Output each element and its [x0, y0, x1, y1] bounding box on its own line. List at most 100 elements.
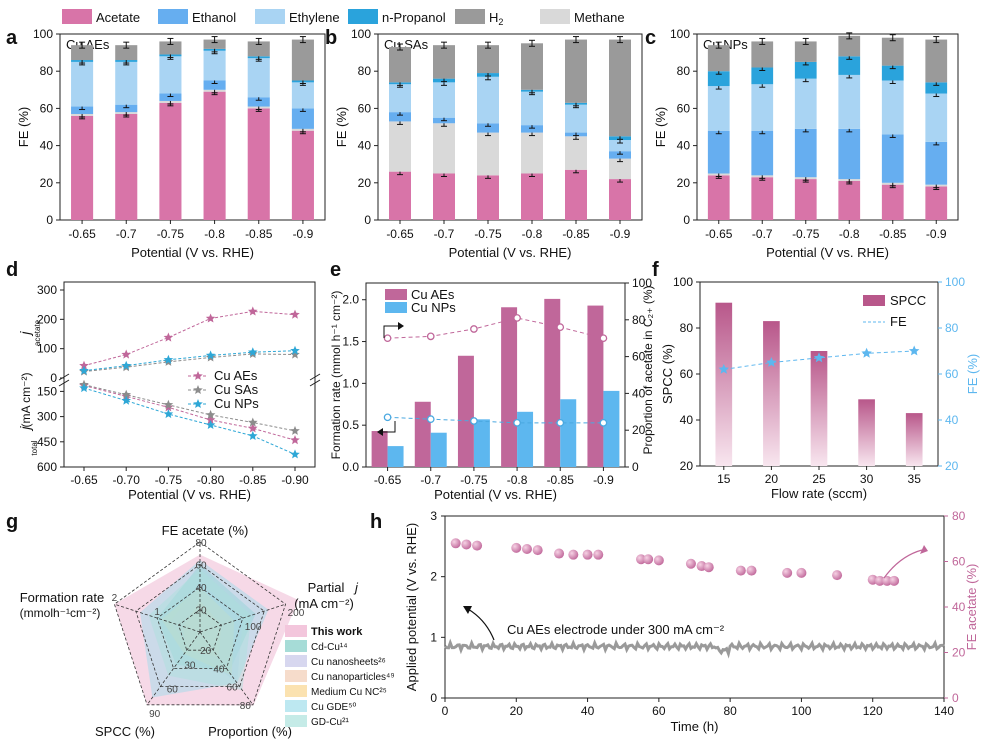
y-tick-label: 0 — [683, 213, 690, 227]
bar-ethylene — [565, 104, 587, 133]
proportion-point — [599, 418, 608, 427]
bar-ethylene — [751, 84, 774, 131]
bar-acetate — [521, 173, 543, 220]
data-point-upper — [163, 354, 174, 364]
x-axis-label: Potential (V vs. RHE) — [449, 245, 572, 260]
y-tick-label: 600 — [37, 460, 57, 474]
fe-point — [746, 565, 757, 576]
legend-label: Cu GDE⁵⁰ — [311, 702, 356, 713]
fe-point — [521, 543, 532, 554]
radar-tick: 40 — [213, 664, 225, 675]
bar-h2 — [609, 39, 631, 137]
bar-n-propanol — [838, 56, 861, 75]
x-tick-label: -0.9 — [593, 473, 614, 487]
legend-marker — [193, 385, 203, 394]
radar-tick: 90 — [149, 709, 161, 720]
panel-label: d — [6, 259, 18, 281]
radar-tick: 100 — [245, 622, 262, 633]
data-point-lower — [205, 415, 216, 424]
arrow-right — [383, 325, 402, 338]
data-point-upper — [290, 345, 300, 355]
data-point-upper — [205, 313, 216, 323]
legend-swatch — [385, 289, 407, 300]
bar-acetate — [203, 91, 226, 220]
bar-h2 — [247, 41, 270, 57]
bar-ethylene — [521, 91, 543, 126]
x-tick-label: -0.7 — [434, 227, 455, 241]
bar-h2 — [881, 37, 904, 66]
bar-acetate — [389, 171, 411, 220]
y-tick-label: 150 — [37, 384, 57, 398]
y2-axis-label: FE (%) — [965, 354, 980, 394]
bar-ethylene — [291, 82, 314, 109]
x-tick-label: -0.7 — [116, 227, 137, 241]
y-axis-label-upper: j — [17, 331, 33, 337]
bar-acetate — [565, 169, 587, 220]
bar-h2 — [477, 45, 499, 74]
bar-ethanol — [707, 130, 730, 174]
y-tick-label: 100 — [670, 27, 690, 41]
bar-ethylene — [71, 61, 94, 107]
y-tick-label: 100 — [351, 27, 371, 41]
y-tick-label: 100 — [673, 275, 693, 289]
y-tick-label: 0 — [46, 213, 53, 227]
bar-cu-nps — [473, 419, 490, 467]
x-tick-label: -0.75 — [460, 473, 488, 487]
y2-axis-label: Proportion of acetate in C₂₊ (%) — [641, 285, 655, 454]
bar-h2 — [291, 39, 314, 81]
legend-swatch-4 — [455, 9, 485, 24]
legend-label: Cu nanosheets²⁶ — [311, 657, 386, 668]
data-point-lower — [79, 383, 89, 393]
y-tick-label: 60 — [680, 367, 694, 381]
x-tick-label: -0.90 — [281, 473, 309, 487]
x-axis-label: Flow rate (sccm) — [771, 486, 867, 501]
y-tick-label: 80 — [40, 64, 54, 78]
fe-point — [653, 555, 664, 566]
x-axis-label: Potential (V vs. RHE) — [131, 245, 254, 260]
series-line-upper — [83, 353, 296, 373]
bar-acetate — [247, 108, 270, 220]
data-point-upper — [79, 360, 89, 370]
bar-acetate — [794, 179, 817, 220]
bar-acetate — [609, 179, 631, 220]
panel-label: f — [652, 259, 659, 281]
bar-n-propanol — [751, 67, 774, 85]
bar-ethylene — [115, 61, 138, 105]
legend-swatch — [285, 700, 307, 712]
y-tick-label: 100 — [33, 27, 53, 41]
y2-tick-label: 40 — [945, 413, 959, 427]
x-tick-label: -0.9 — [926, 227, 947, 241]
bar-spcc — [763, 321, 780, 466]
series-line-lower — [83, 385, 296, 441]
legend-label-0: Acetate — [96, 10, 140, 25]
x-tick-label: -0.75 — [792, 227, 820, 241]
bar-ethanol — [838, 128, 861, 180]
x-tick-label: 35 — [908, 472, 922, 486]
bar-ethanol — [115, 104, 138, 113]
radar-tick: 200 — [288, 608, 305, 619]
bar-ethanol — [71, 106, 94, 114]
data-point-lower — [248, 423, 258, 433]
data-point-upper — [290, 309, 300, 319]
bar-spcc — [905, 413, 923, 466]
y2-tick-label: 100 — [945, 275, 965, 289]
fe-arrow — [883, 549, 923, 579]
data-point-upper — [121, 360, 131, 370]
panel-label: h — [370, 511, 382, 533]
y-tick-label: 100 — [37, 342, 57, 356]
panel-d: d 0 100 200 300 150 300 450 600 -0.65 -0.70 -0.75 -0… — [6, 259, 321, 502]
x-axis-label: Potential (V vs. RHE) — [128, 487, 251, 502]
x-tick-label: -0.70 — [113, 473, 141, 487]
fe-point — [511, 542, 522, 553]
bar-h2 — [159, 41, 182, 55]
bar-h2 — [794, 41, 817, 62]
legend-label: GD-Cu²¹ — [311, 717, 349, 728]
fe-point — [643, 554, 654, 565]
axis-break — [309, 379, 321, 387]
radar-axis-label: Proportion (%) — [208, 724, 292, 739]
plot-frame — [444, 515, 945, 699]
y-tick-label: 0.0 — [342, 460, 359, 474]
annotation-arrow — [467, 608, 495, 641]
